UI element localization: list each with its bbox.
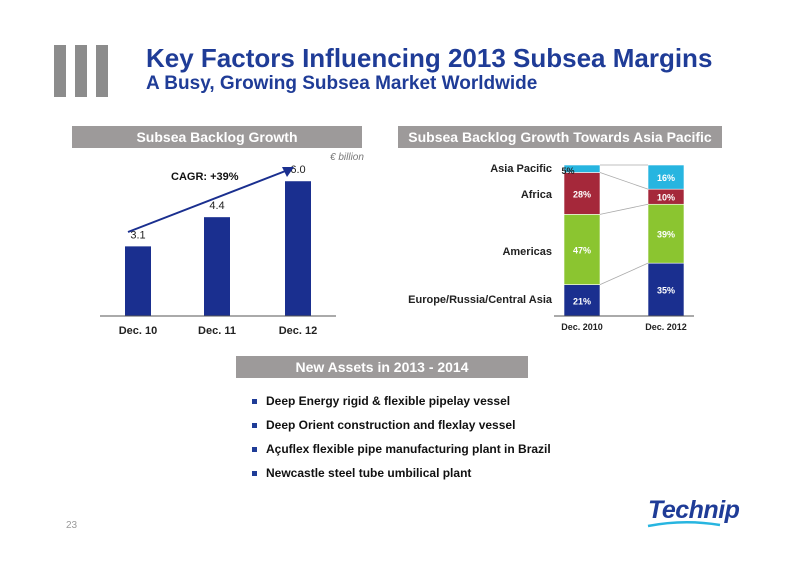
- list-item-text: Newcastle steel tube umbilical plant: [266, 466, 472, 480]
- segment-label: 28%: [573, 189, 591, 199]
- asia-pacific-header: Subsea Backlog Growth Towards Asia Pacif…: [398, 126, 722, 148]
- segment-label: 35%: [657, 286, 675, 296]
- segment-label: 10%: [657, 193, 675, 203]
- cagr-annotation: CAGR: +39%: [171, 171, 239, 183]
- cagr-arrow-line: [127, 169, 289, 233]
- new-assets-header: New Assets in 2013 - 2014: [236, 356, 528, 378]
- connector-line: [599, 172, 649, 190]
- bar-value-label: 3.1: [130, 229, 145, 241]
- stacked-segment: [563, 172, 601, 215]
- asset-list: Deep Energy rigid & flexible pipelay ves…: [252, 394, 552, 490]
- list-item-text: Açuflex flexible pipe manufacturing plan…: [266, 442, 551, 456]
- page-subtitle: A Busy, Growing Subsea Market Worldwide: [146, 73, 538, 94]
- x-tick-label: Dec. 2012: [645, 322, 687, 332]
- page-number: 23: [66, 520, 78, 531]
- logo-swoosh-icon: [647, 520, 721, 528]
- stacked-segment: [563, 214, 601, 285]
- cagr-arrowhead: [282, 167, 294, 177]
- connector-line: [599, 203, 649, 215]
- list-item: Açuflex flexible pipe manufacturing plan…: [252, 442, 552, 457]
- segment-label: 16%: [657, 173, 675, 183]
- legend-label: Europe/Russia/Central Asia: [408, 294, 553, 306]
- stacked-segment: [563, 284, 601, 317]
- bar-2: [285, 181, 311, 316]
- x-tick-label: Dec. 2010: [561, 322, 603, 332]
- bullet-square: [252, 423, 257, 428]
- bar-0: [125, 246, 151, 316]
- list-item: Newcastle steel tube umbilical plant: [252, 466, 552, 481]
- segment-label: 47%: [573, 245, 591, 255]
- legend-label: Asia Pacific: [490, 163, 552, 175]
- technip-logo: Technip: [648, 496, 740, 524]
- list-item: Deep Energy rigid & flexible pipelay ves…: [252, 394, 552, 409]
- bullet-square: [252, 447, 257, 452]
- page-title: Key Factors Influencing 2013 Subsea Marg…: [146, 43, 713, 73]
- x-tick-label: Dec. 10: [119, 325, 158, 337]
- x-tick-label: Dec. 12: [279, 325, 318, 337]
- list-item-text: Deep Orient construction and flexlay ves…: [266, 418, 516, 432]
- decorative-bar: [54, 45, 66, 97]
- list-item-text: Deep Energy rigid & flexible pipelay ves…: [266, 394, 511, 408]
- bullet-square: [252, 399, 257, 404]
- legend-label: Africa: [521, 189, 553, 201]
- decorative-bar: [75, 45, 87, 97]
- bar-1: [204, 217, 230, 316]
- decorative-bar: [96, 45, 108, 97]
- segment-label: 21%: [573, 296, 591, 306]
- bullet-square: [252, 471, 257, 476]
- stacked-segment: [647, 203, 685, 264]
- list-item: Deep Orient construction and flexlay ves…: [252, 418, 552, 433]
- backlog-growth-header: Subsea Backlog Growth: [72, 126, 362, 148]
- stacked-segment: [563, 164, 601, 173]
- bar-value-label: 4.4: [209, 200, 224, 212]
- unit-label: € billion: [330, 152, 364, 163]
- legend-label: Americas: [502, 246, 552, 258]
- segment-label: 5%: [561, 166, 574, 176]
- segment-label: 39%: [657, 230, 675, 240]
- x-tick-label: Dec. 11: [198, 325, 236, 337]
- connector-line: [599, 262, 649, 285]
- stacked-segment: [647, 164, 685, 190]
- bar-value-label: 6.0: [290, 164, 305, 176]
